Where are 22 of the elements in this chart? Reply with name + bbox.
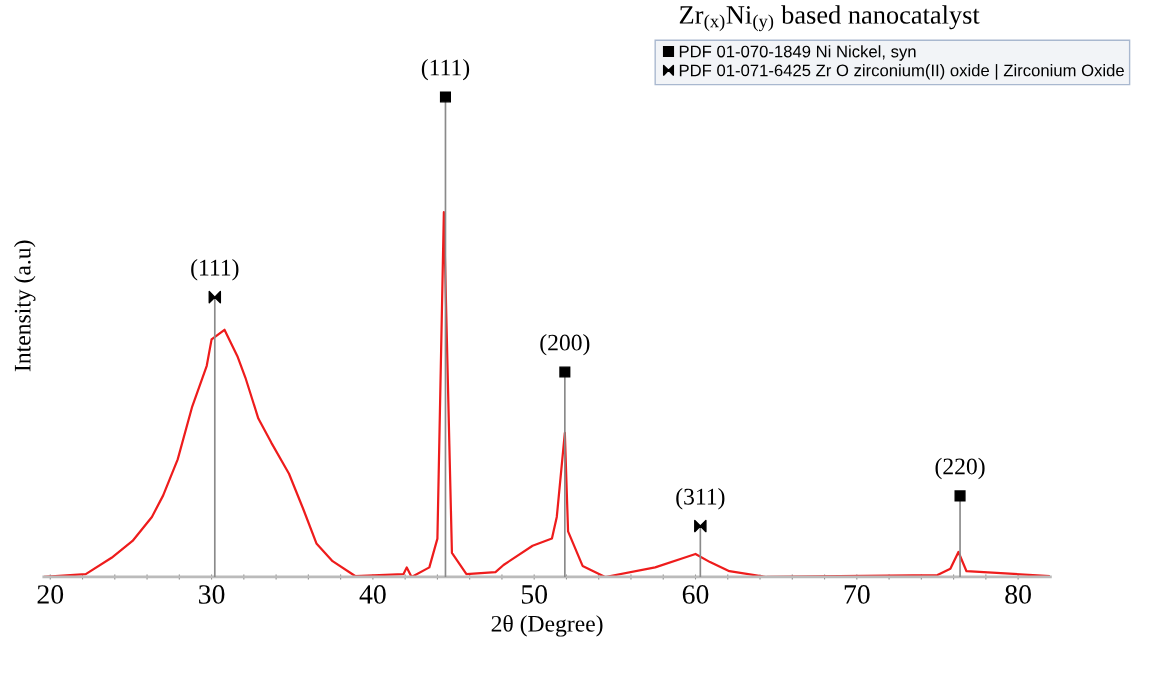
- point: [439, 91, 452, 103]
- x-tick-label: 30: [199, 585, 225, 604]
- point: [208, 290, 222, 304]
- x-axis-title: 2θ (Degree): [491, 615, 603, 637]
- x-tick-label: 50: [521, 585, 548, 604]
- x-tick-label: 70: [844, 585, 870, 604]
- x-tick-label: 40: [359, 585, 386, 604]
- annotation: (200): [540, 333, 590, 356]
- chart-title: Zr$_{(x)}$Ni$_{(y)}$ based nanocatalyst: [679, 5, 980, 32]
- point: [694, 519, 707, 533]
- annotation: (111): [421, 58, 470, 81]
- x-tick-label: 20: [37, 585, 64, 604]
- x-tick-label: 60: [682, 585, 709, 604]
- annotation: (111): [191, 259, 239, 281]
- annotation: (311): [676, 488, 725, 510]
- x-tick-label: 80: [1005, 585, 1031, 604]
- legend-label: PDF 01-071-6425 Zr O zirconium(II) oxide | Zirconium Oxide: [679, 64, 1124, 80]
- y-axis-title: Intensity (a.u): [14, 240, 36, 372]
- annotation: (220): [935, 457, 985, 480]
- point: [559, 366, 571, 378]
- point: [954, 490, 966, 502]
- legend-label: PDF 01-070-1849 Ni Nickel, syn: [679, 45, 916, 61]
